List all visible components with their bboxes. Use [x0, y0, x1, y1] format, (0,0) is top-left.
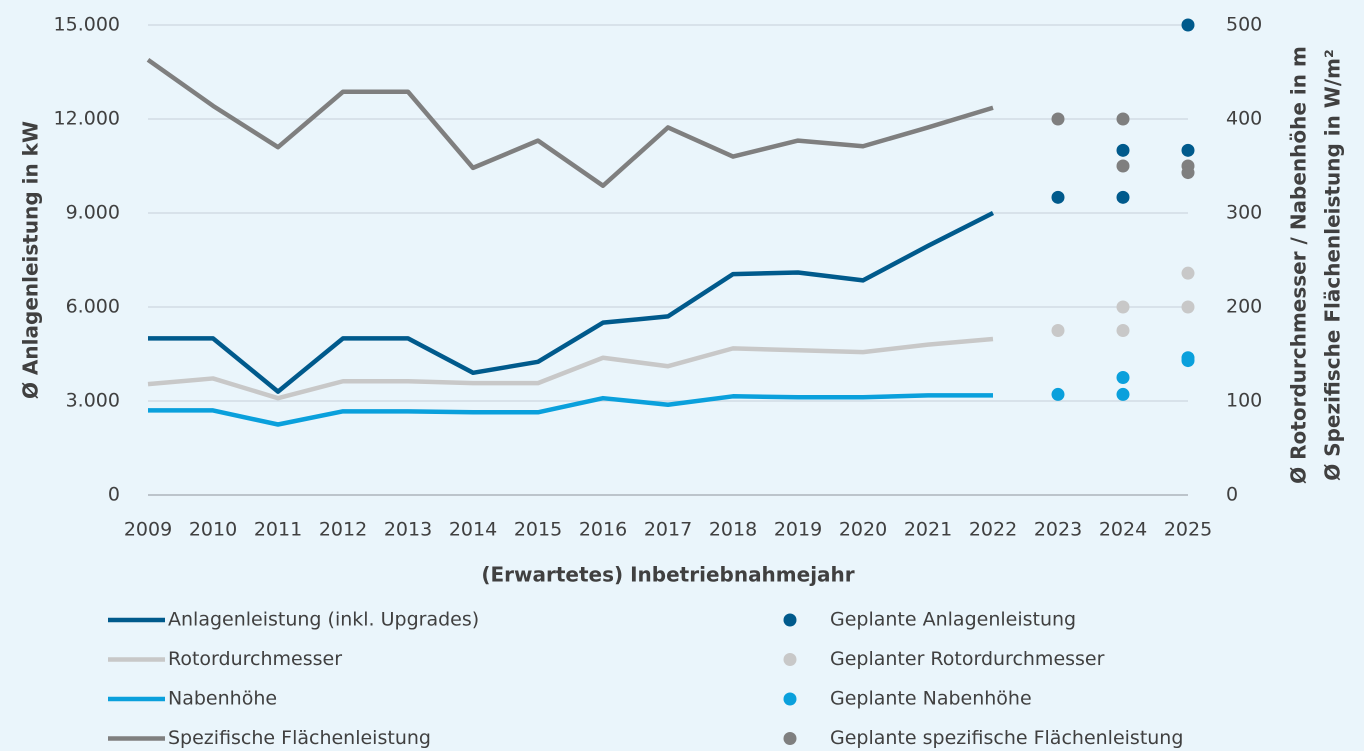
scatter-point: [1051, 387, 1065, 401]
y-tick-label: 6.000: [66, 296, 120, 318]
x-tick-label: 2011: [254, 519, 302, 541]
x-tick-label: 2019: [774, 519, 822, 541]
scatter-point: [1116, 190, 1130, 204]
x-tick-label: 2025: [1164, 519, 1212, 541]
line-series: [147, 336, 994, 401]
scatter-point: [1116, 112, 1130, 126]
line-series: [148, 210, 995, 394]
x-axis-label: (Erwartetes) Inbetriebnahmejahr: [481, 563, 854, 587]
scatter-point: [1116, 371, 1130, 384]
y2-axis-label: Ø Spezifische Flächenleistung in W/m²: [1321, 49, 1345, 481]
y2-tick-label: 500: [1226, 14, 1262, 36]
x-tick-label: 2017: [644, 519, 692, 541]
y2-tick-label: 200: [1226, 296, 1262, 318]
scatter-point: [1181, 354, 1195, 368]
scatter-point: [1181, 166, 1195, 180]
scatter-point: [1116, 159, 1130, 173]
x-tick-label: 2022: [969, 519, 1017, 541]
legend-label: Anlagenleistung (inkl. Upgrades): [168, 609, 479, 631]
y-tick-label: 3.000: [66, 390, 120, 412]
x-tick-label: 2021: [904, 519, 952, 541]
y2-axis-label: Ø Rotordurchmesser / Nabenhöhe in m: [1287, 46, 1311, 484]
scatter-point: [1116, 324, 1130, 337]
y-tick-label: 9.000: [66, 202, 120, 224]
x-tick-label: 2009: [124, 519, 172, 541]
legend-label: Nabenhöhe: [168, 688, 277, 710]
scatter-point: [1051, 324, 1065, 337]
legend-label: Spezifische Flächenleistung: [168, 727, 431, 749]
y-tick-label: 0: [108, 484, 120, 506]
y-tick-label: 12.000: [54, 108, 120, 130]
scatter-point: [1116, 387, 1130, 401]
y2-tick-label: 300: [1226, 202, 1262, 224]
legend-label: Geplante Anlagenleistung: [830, 609, 1076, 631]
legend-label: Geplante Nabenhöhe: [830, 688, 1032, 710]
x-tick-label: 2020: [839, 519, 887, 541]
y2-tick-label: 400: [1226, 108, 1262, 130]
y-axis-label: Ø Anlagenleistung in kW: [19, 121, 43, 399]
scatter-point: [1116, 143, 1130, 157]
y2-tick-label: 0: [1226, 484, 1238, 506]
scatter-point: [1181, 143, 1195, 157]
y-tick-label: 15.000: [54, 14, 120, 36]
legend-swatch: [783, 692, 797, 706]
line-series: [146, 57, 994, 188]
x-tick-label: 2018: [709, 519, 757, 541]
x-tick-label: 2012: [319, 519, 367, 541]
legend-swatch: [783, 732, 797, 745]
scatter-point: [1181, 300, 1195, 314]
x-tick-label: 2024: [1099, 519, 1147, 541]
legend-swatch: [783, 613, 797, 627]
x-tick-label: 2023: [1034, 519, 1082, 541]
x-tick-label: 2015: [514, 519, 562, 541]
y2-tick-label: 100: [1226, 390, 1262, 412]
scatter-point: [1181, 18, 1195, 32]
scatter-point: [1181, 266, 1195, 280]
x-tick-label: 2013: [384, 519, 432, 541]
scatter-point: [1051, 112, 1065, 126]
legend-label: Geplanter Rotordurchmesser: [830, 648, 1105, 670]
legend-swatch: [783, 653, 797, 666]
line-series: [148, 393, 993, 427]
x-tick-label: 2014: [449, 519, 497, 541]
x-tick-label: 2010: [189, 519, 237, 541]
scatter-point: [1051, 190, 1065, 204]
scatter-point: [1116, 300, 1130, 314]
x-tick-label: 2016: [579, 519, 627, 541]
legend-label: Rotordurchmesser: [168, 648, 342, 670]
legend-label: Geplante spezifische Flächenleistung: [830, 727, 1183, 749]
